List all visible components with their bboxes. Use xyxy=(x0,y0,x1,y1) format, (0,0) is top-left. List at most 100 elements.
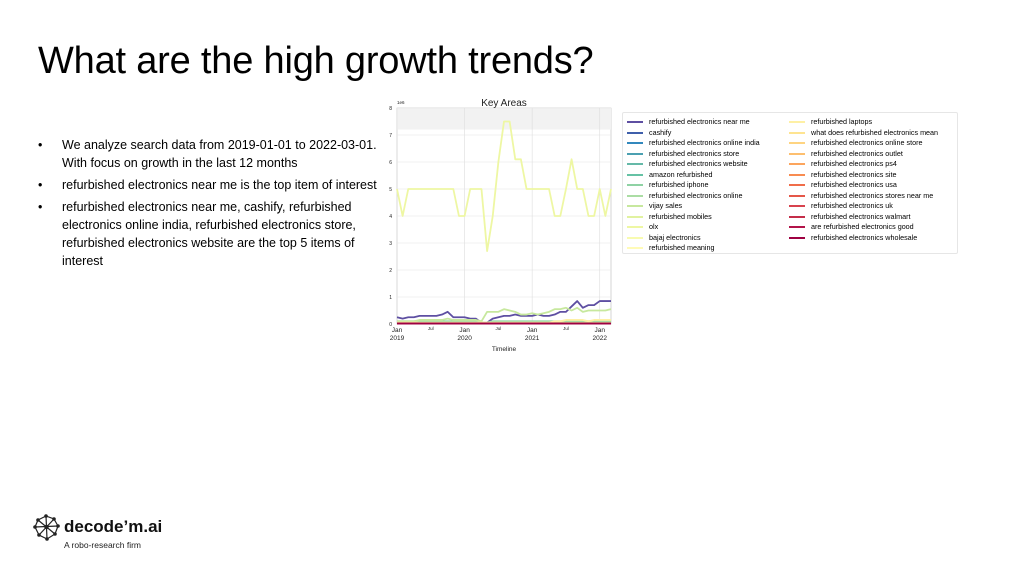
series-line xyxy=(396,300,611,324)
x-tick-label: Jan xyxy=(527,327,538,334)
legend-label: refurbished electronics outlet xyxy=(811,148,903,158)
x-tick-label: Jul xyxy=(495,326,501,331)
logo: decode’m.ai A robo-research firm xyxy=(32,512,162,550)
legend-item: cashify xyxy=(627,128,760,139)
bullet-marker: • xyxy=(38,138,43,152)
legend-item: amazon refurbished xyxy=(627,170,760,181)
bullet-marker: • xyxy=(38,178,43,192)
legend-item: refurbished electronics online india xyxy=(627,138,760,149)
y-tick-label: 6 xyxy=(389,160,392,166)
legend-label: refurbished electronics online store xyxy=(811,138,923,147)
legend-label: cashify xyxy=(649,127,672,137)
y-tick-label: 5 xyxy=(389,187,392,193)
x-tick-year-label: 2019 xyxy=(390,335,405,342)
legend-label: refurbished electronics stores near me xyxy=(811,190,934,200)
legend-swatch xyxy=(627,142,643,145)
legend-item: refurbished electronics store xyxy=(627,149,760,160)
legend-label: refurbished laptops xyxy=(811,117,873,126)
legend-swatch xyxy=(627,215,643,218)
legend-item: refurbished electronics usa xyxy=(789,180,938,191)
legend-swatch xyxy=(789,152,805,155)
series-line xyxy=(397,306,612,323)
y-scale-label: 1e6 xyxy=(397,100,405,105)
legend-item: bajaj electronics xyxy=(627,233,760,244)
legend-label: refurbished electronics near me xyxy=(649,117,750,126)
bullet-text: refurbished electronics near me, cashify… xyxy=(62,200,356,268)
legend-label: refurbished electronics store xyxy=(649,148,740,158)
legend-item: refurbished meaning xyxy=(627,243,760,254)
brain-network-icon xyxy=(33,514,60,541)
series-line xyxy=(396,120,612,253)
legend-label: are refurbished electronics good xyxy=(811,222,914,231)
legend-label: refurbished electronics wholesale xyxy=(811,232,918,242)
legend-label: refurbished electronics online india xyxy=(649,138,760,147)
legend-item: vijay sales xyxy=(627,201,760,212)
legend-label: refurbished electronics ps4 xyxy=(811,159,897,168)
y-tick-label: 2 xyxy=(389,268,392,274)
bullet-text: refurbished electronics near me is the t… xyxy=(62,178,377,192)
legend-item: refurbished laptops xyxy=(789,117,938,128)
x-tick-label: Jan xyxy=(594,327,605,334)
legend-swatch xyxy=(627,236,643,239)
legend-item: refurbished electronics site xyxy=(789,170,938,181)
legend-swatch xyxy=(789,163,805,166)
legend-swatch xyxy=(789,215,805,218)
chart-title: Key Areas xyxy=(481,98,527,109)
legend-item: refurbished electronics website xyxy=(627,159,760,170)
y-tick-label: 1 xyxy=(389,295,392,301)
bullet-list: • We analyze search data from 2019-01-01… xyxy=(38,136,378,274)
legend-swatch xyxy=(789,173,805,176)
legend-label: refurbished electronics walmart xyxy=(811,211,911,221)
bullet-item: • refurbished electronics near me is the… xyxy=(38,176,378,194)
legend-item: olx xyxy=(627,222,760,233)
legend-item: refurbished electronics online xyxy=(627,191,760,202)
bullet-item: • refurbished electronics near me, cashi… xyxy=(38,198,378,270)
chart-legend: refurbished electronics near me cashify re… xyxy=(622,112,958,254)
bullet-text: We analyze search data from 2019-01-01 t… xyxy=(62,138,377,170)
y-tick-label: 0 xyxy=(389,322,392,328)
legend-swatch xyxy=(627,163,643,166)
legend-label: vijay sales xyxy=(649,201,683,210)
legend-label: refurbished meaning xyxy=(649,243,715,252)
plot-top-band xyxy=(397,108,611,130)
legend-item: refurbished electronics online store xyxy=(789,138,938,149)
bullet-marker: • xyxy=(38,200,43,214)
legend-label: bajaj electronics xyxy=(649,232,701,242)
legend-label: refurbished iphone xyxy=(649,180,709,189)
legend-item: refurbished electronics outlet xyxy=(789,149,938,160)
legend-item: what does refurbished electronics mean xyxy=(789,128,938,139)
legend-item: refurbished electronics wholesale xyxy=(789,233,938,244)
legend-swatch xyxy=(789,236,805,239)
legend-label: refurbished electronics site xyxy=(811,169,897,179)
legend-swatch xyxy=(627,194,643,197)
logo-tagline: A robo-research firm xyxy=(64,540,141,550)
legend-swatch xyxy=(789,121,805,124)
y-tick-label: 4 xyxy=(389,214,392,220)
series-line xyxy=(397,320,611,324)
legend-item: are refurbished electronics good xyxy=(789,222,938,233)
y-tick-label: 8 xyxy=(389,106,392,112)
legend-item: refurbished iphone xyxy=(627,180,760,191)
legend-swatch xyxy=(627,131,643,134)
x-tick-label: Jul xyxy=(563,326,569,331)
legend-swatch xyxy=(789,205,805,208)
line-chart: 0 1 2 3 4 5 6 7 8 1e6 Jan 2019 Jul Jan 2020 Jul Jan 2021 J… xyxy=(370,94,620,356)
legend-item: refurbished electronics near me xyxy=(627,117,760,128)
x-tick-label: Jan xyxy=(459,327,470,334)
legend-item: refurbished electronics stores near me xyxy=(789,191,938,202)
legend-swatch xyxy=(627,184,643,187)
x-tick-year-label: 2021 xyxy=(525,335,540,342)
legend-swatch xyxy=(789,142,805,145)
x-tick-year-label: 2020 xyxy=(457,335,472,342)
legend-label: what does refurbished electronics mean xyxy=(811,127,939,137)
legend-column: refurbished laptops what does refurbished… xyxy=(789,117,938,243)
legend-label: olx xyxy=(649,222,659,231)
logo-name: decode’m.ai xyxy=(64,517,163,536)
page-title: What are the high growth trends? xyxy=(38,40,594,82)
legend-swatch xyxy=(789,194,805,197)
legend-label: amazon refurbished xyxy=(649,169,713,179)
x-tick-year-label: 2022 xyxy=(593,335,608,342)
legend-label: refurbished electronics uk xyxy=(811,201,893,210)
x-axis-label: Timeline xyxy=(492,346,517,353)
